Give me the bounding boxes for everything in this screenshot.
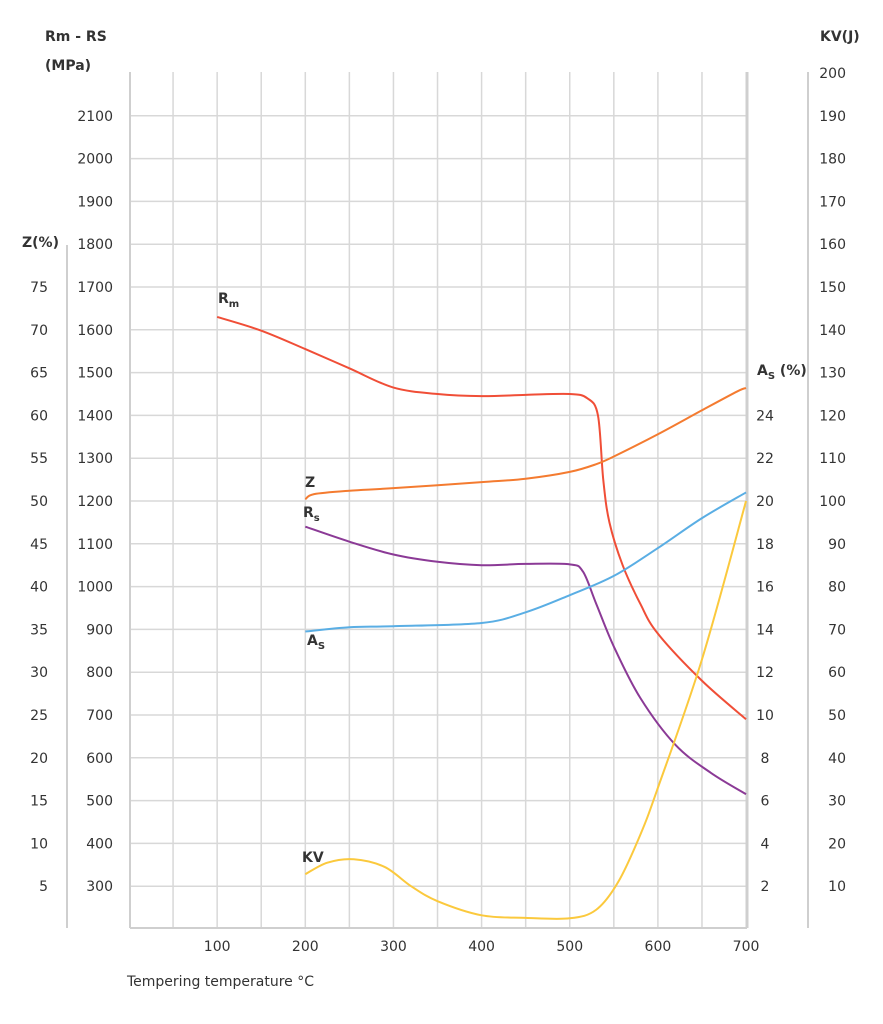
y-axis-unit-mpa: (MPa) [45,58,91,74]
y-tick-label-kv: 20 [828,836,846,852]
x-tick-label: 300 [380,939,407,955]
y-tick-label-z: 45 [30,537,48,553]
series-label-z: Z [305,475,315,491]
y-tick-label-mpa: 700 [86,708,113,724]
y-tick-label-as: 6 [761,794,770,810]
y-tick-label-as: 16 [756,580,774,596]
series-line-rm [216,316,747,721]
y-tick-label-z: 70 [30,323,48,339]
y-tick-label-kv: 200 [819,66,846,82]
y-tick-label-z: 35 [30,622,48,638]
y-tick-label-as: 20 [756,494,774,510]
y-tick-label-kv: 60 [828,665,846,681]
y-tick-label-as: 2 [761,879,770,895]
y-tick-label-z: 55 [30,451,48,467]
y-tick-label-mpa: 1100 [77,537,113,553]
y-tick-label-mpa: 800 [86,665,113,681]
y-axis-title-z: Z(%) [22,235,59,251]
y-tick-label-mpa: 1600 [77,323,113,339]
y-tick-label-kv: 40 [828,751,846,767]
y-tick-label-mpa: 2000 [77,152,113,168]
y-tick-label-as: 8 [761,751,770,767]
y-tick-label-mpa: 1900 [77,194,113,210]
y-tick-label-kv: 170 [819,194,846,210]
y-tick-label-as: 22 [756,451,774,467]
y-tick-label-as: 4 [761,836,770,852]
y-tick-label-z: 10 [30,836,48,852]
y-tick-label-mpa: 300 [86,879,113,895]
y-tick-label-kv: 190 [819,109,846,125]
y-axis-title-mpa: Rm - RS [45,29,107,45]
y-tick-label-kv: 140 [819,323,846,339]
y-tick-label-z: 25 [30,708,48,724]
y-tick-label-z: 75 [30,280,48,296]
series-label-rm: Rm [218,291,239,310]
y-tick-label-mpa: 400 [86,836,113,852]
y-tick-label-mpa: 1800 [77,237,113,253]
y-tick-label-mpa: 1200 [77,494,113,510]
y-tick-label-mpa: 500 [86,794,113,810]
y-tick-label-kv: 180 [819,152,846,168]
x-tick-label: 700 [733,939,760,955]
y-tick-label-kv: 90 [828,537,846,553]
series-line-kv [304,500,748,920]
y-tick-label-z: 65 [30,366,48,382]
x-tick-label: 400 [468,939,495,955]
y-tick-label-kv: 70 [828,622,846,638]
series-line-as [305,491,747,633]
series-label-as: AS [307,633,325,652]
y-axis-title-kv: KV(J) [820,29,860,45]
series-line-rs [304,525,747,796]
y-tick-label-as: 14 [756,622,774,638]
y-tick-label-as: 18 [756,537,774,553]
y-tick-label-mpa: 600 [86,751,113,767]
x-axis-title: Tempering temperature °C [126,974,314,990]
y-tick-label-z: 60 [30,408,48,424]
y-tick-label-z: 5 [39,879,48,895]
y-tick-label-kv: 120 [819,408,846,424]
y-tick-label-z: 20 [30,751,48,767]
y-tick-label-as: 24 [756,408,774,424]
y-tick-label-as: 10 [756,708,774,724]
series-line-z [304,387,747,501]
y-tick-label-z: 40 [30,580,48,596]
y-tick-label-kv: 50 [828,708,846,724]
y-tick-label-kv: 30 [828,794,846,810]
y-tick-label-kv: 10 [828,879,846,895]
series-label-kv: KV [302,850,324,866]
y-tick-label-z: 50 [30,494,48,510]
y-tick-label-mpa: 1000 [77,580,113,596]
y-tick-label-kv: 150 [819,280,846,296]
y-tick-label-z: 30 [30,665,48,681]
y-tick-label-mpa: 1700 [77,280,113,296]
y-tick-label-mpa: 1500 [77,366,113,382]
x-tick-label: 200 [292,939,319,955]
y-tick-label-kv: 130 [819,366,846,382]
y-tick-label-kv: 80 [828,580,846,596]
y-tick-label-mpa: 1400 [77,408,113,424]
y-tick-label-mpa: 1300 [77,451,113,467]
series-label-rs: Rs [303,505,320,524]
y-tick-label-kv: 100 [819,494,846,510]
x-tick-label: 600 [645,939,672,955]
y-axis-title-as: AS (%) [757,363,807,382]
y-tick-label-as: 12 [756,665,774,681]
y-tick-label-kv: 160 [819,237,846,253]
y-tick-label-mpa: 900 [86,622,113,638]
y-tick-label-kv: 110 [819,451,846,467]
x-tick-label: 500 [556,939,583,955]
y-tick-label-mpa: 2100 [77,109,113,125]
x-tick-label: 100 [204,939,231,955]
y-tick-label-z: 15 [30,794,48,810]
